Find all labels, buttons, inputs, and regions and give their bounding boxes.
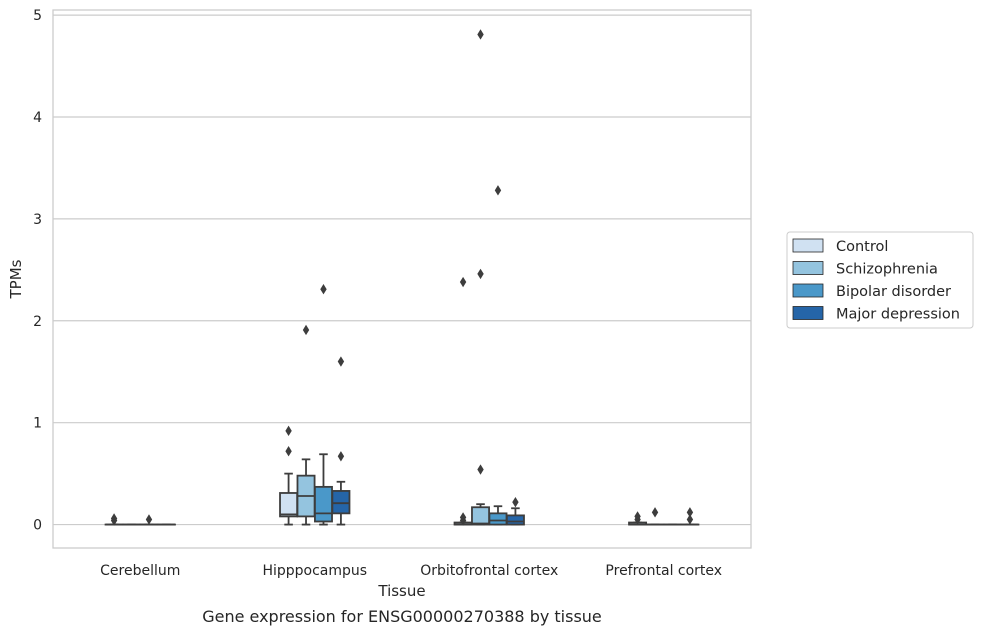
y-tick-label: 3 (33, 212, 42, 228)
x-axis-label: Tissue (377, 582, 425, 600)
outlier-point (686, 507, 694, 518)
x-tick-label: Cerebellum (100, 563, 180, 579)
outlier-point (145, 514, 153, 525)
outlier-point (634, 511, 641, 522)
x-tick-labels: Cerebellum Hipppocampus Orbitofrontal cort… (100, 563, 722, 579)
y-tick-labels: 0 1 2 3 4 5 (33, 8, 42, 533)
box-iqr (505, 514, 525, 526)
outlier-point (686, 514, 694, 525)
outlier-point (337, 356, 345, 367)
box-iqr (488, 512, 508, 526)
outlier-point (494, 185, 502, 196)
box-control (104, 513, 124, 526)
outlier-point (459, 276, 467, 288)
box-iqr (314, 485, 333, 523)
box-control (279, 425, 299, 526)
box-control (628, 511, 648, 526)
outlier-point (285, 425, 292, 437)
box-iqr (471, 506, 490, 526)
legend: Control Schizophrenia Bipolar disorder Majo… (786, 231, 974, 329)
box-control (453, 276, 473, 526)
box-schizophrenia (645, 507, 665, 526)
outlier-point (302, 324, 310, 336)
outlier-point (651, 507, 659, 518)
box-plot-marks (104, 29, 700, 526)
box-schizophrenia (471, 29, 490, 526)
outlier-point (337, 451, 345, 462)
outlier-point (320, 283, 327, 295)
legend-swatch (792, 238, 824, 253)
outlier-point (477, 29, 484, 40)
outlier-point (459, 512, 467, 523)
chart-caption: Gene expression for ENSG00000270388 by t… (202, 607, 602, 626)
x-tick-label: Hipppocampus (262, 563, 367, 579)
box-major-depression (680, 507, 700, 526)
box-iqr (331, 490, 351, 515)
box-major-depression (505, 496, 525, 526)
y-tick-label: 5 (33, 8, 42, 24)
outlier-point (512, 496, 519, 508)
box-major-depression (331, 356, 351, 526)
x-tick-label: Prefrontal cortex (605, 563, 722, 579)
y-tick-label: 2 (33, 314, 42, 330)
grid-lines (53, 14, 751, 526)
box-iqr (279, 492, 299, 518)
box-bipolar-disorder (314, 283, 333, 526)
y-tick-label: 0 (33, 518, 42, 534)
legend-label: Major depression (836, 307, 960, 323)
outlier-point (477, 268, 484, 280)
legend-swatch (792, 261, 824, 275)
y-tick-label: 1 (33, 416, 42, 432)
legend-label: Control (836, 239, 888, 255)
outlier-point (110, 513, 118, 524)
plot-frame (52, 9, 752, 549)
outlier-point (285, 446, 292, 457)
box-bipolar-disorder (139, 514, 159, 526)
legend-label: Schizophrenia (836, 262, 938, 278)
box-schizophrenia (296, 324, 316, 526)
legend-swatch (792, 283, 824, 298)
legend-swatch (792, 306, 824, 320)
x-tick-label: Orbitofrontal cortex (420, 563, 558, 579)
y-axis-label: TPMs (7, 259, 25, 299)
y-tick-label: 4 (33, 110, 42, 126)
legend-label: Bipolar disorder (836, 284, 951, 300)
outlier-point (477, 464, 484, 475)
box-bipolar-disorder (488, 185, 508, 526)
legend-frame (786, 231, 974, 329)
